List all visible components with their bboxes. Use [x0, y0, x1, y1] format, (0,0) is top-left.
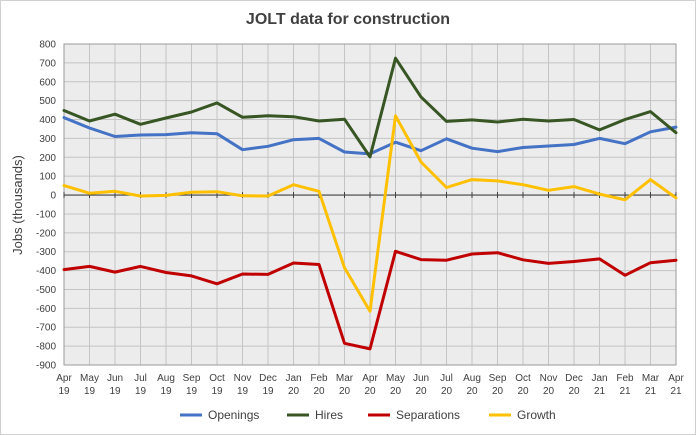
x-tick-label-month: Sep [183, 373, 201, 384]
y-tick-label: -400 [36, 266, 56, 277]
y-tick-label: -200 [36, 228, 56, 239]
x-tick-label-month: May [80, 373, 99, 384]
x-tick-label-year: 21 [619, 386, 631, 397]
plot-border [63, 43, 677, 366]
y-tick-label: 400 [39, 115, 56, 126]
y-tick-label: 300 [39, 134, 56, 145]
legend-label-hires: Hires [315, 408, 343, 422]
x-tick-label-month: Oct [209, 373, 225, 384]
x-tick-label-year: 20 [441, 386, 453, 397]
plot-area: -900 -800 -700 -600 -500 -400 -300 -200 -100 0 100… [36, 40, 684, 398]
x-tick-label-year: 19 [58, 386, 70, 397]
x-tick-label-year: 20 [390, 386, 402, 397]
x-tick-label-month: Jan [591, 373, 607, 384]
x-tick-label-year: 20 [568, 386, 580, 397]
x-tick-label-year: 19 [109, 386, 121, 397]
y-tick-label: 700 [39, 58, 56, 69]
x-tick-label-year: 19 [84, 386, 96, 397]
x-tick-label-year: 20 [364, 386, 376, 397]
x-tick-label-year: 19 [186, 386, 198, 397]
x-tick-label-year: 19 [160, 386, 172, 397]
x-tick-label-year: 19 [237, 386, 249, 397]
x-tick-label-month: Aug [157, 373, 175, 384]
x-tick-label-month: Dec [259, 373, 277, 384]
x-tick-label-year: 20 [466, 386, 478, 397]
x-tick-label-year: 19 [135, 386, 147, 397]
y-tick-label: 500 [39, 96, 56, 107]
series-line-growth [62, 114, 678, 313]
x-tick-label-year: 21 [645, 386, 657, 397]
y-tick-label: 0 [50, 191, 56, 202]
x-tick-label-year: 20 [288, 386, 300, 397]
y-tick-label: -700 [36, 323, 56, 334]
x-tick-label-month: Apr [56, 373, 72, 384]
x-tick-label-month: Dec [565, 373, 583, 384]
x-tick-label-month: May [386, 373, 405, 384]
series-line-hires [62, 56, 678, 159]
y-tick-label: 100 [39, 172, 56, 183]
y-tick-label: 200 [39, 153, 56, 164]
x-tick-label-month: Apr [668, 373, 684, 384]
x-tick-label-year: 19 [262, 386, 274, 397]
x-tick-label-month: Feb [310, 373, 328, 384]
legend-label-growth: Growth [517, 408, 556, 422]
chart-title: JOLT data for construction [246, 11, 450, 28]
y-axis-title: Jobs (thousands) [10, 155, 25, 255]
x-tick-label-year: 20 [543, 386, 555, 397]
series-line-separations [62, 249, 678, 351]
x-tick-label-month: Nov [234, 373, 252, 384]
legend-label-separations: Separations [396, 408, 460, 422]
x-tick-label-month: Nov [540, 373, 558, 384]
x-tick-label-month: Jan [285, 373, 301, 384]
y-tick-label: 800 [39, 40, 56, 51]
x-tick-label-month: Jun [107, 373, 123, 384]
y-tick-label: -600 [36, 304, 56, 315]
legend: Openings Hires Separations Growth [180, 408, 556, 422]
x-tick-label-year: 19 [211, 386, 223, 397]
x-tick-label-month: Apr [362, 373, 378, 384]
x-tick-label-month: Jul [134, 373, 147, 384]
y-tick-label: -300 [36, 247, 56, 258]
x-tick-label-year: 21 [594, 386, 606, 397]
y-tick-label: -900 [36, 361, 56, 372]
x-tick-label-month: Jul [440, 373, 453, 384]
x-tick-label-month: Sep [489, 373, 507, 384]
x-tick-label-month: Jun [413, 373, 429, 384]
x-tick-label-month: Oct [515, 373, 531, 384]
y-tick-label: 600 [39, 77, 56, 88]
x-tick-label-year: 20 [415, 386, 427, 397]
legend-label-openings: Openings [208, 408, 259, 422]
x-tick-label-month: Feb [616, 373, 634, 384]
x-tick-label-year: 20 [492, 386, 504, 397]
y-tick-label: -800 [36, 342, 56, 353]
x-tick-label-year: 20 [313, 386, 325, 397]
x-tick-label-year: 21 [670, 386, 682, 397]
x-tick-label-month: Mar [336, 373, 354, 384]
y-tick-label: -500 [36, 285, 56, 296]
x-tick-label-month: Aug [463, 373, 481, 384]
x-tick-label-month: Mar [642, 373, 660, 384]
x-tick-label-year: 20 [517, 386, 529, 397]
y-tick-label: -100 [36, 209, 56, 220]
x-tick-label-year: 20 [339, 386, 351, 397]
